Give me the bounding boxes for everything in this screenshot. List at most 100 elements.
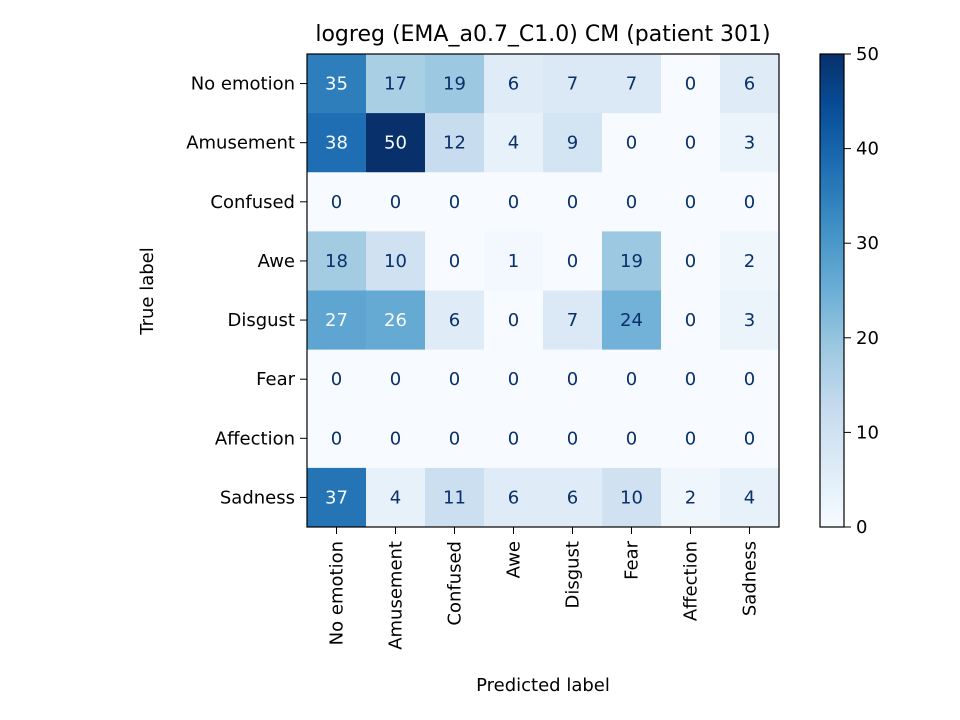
- cell-value-label: 6: [508, 74, 519, 95]
- heatmap-cell: [425, 349, 485, 410]
- heatmap-cell: [543, 467, 603, 528]
- cell-value-label: 27: [325, 310, 348, 331]
- cell-value-label: 0: [567, 369, 578, 390]
- colorbar-ticks: 0 10 20 30 40 50: [844, 44, 879, 538]
- cell-value-label: 4: [744, 487, 755, 508]
- heatmap-cell: [661, 349, 721, 410]
- heatmap-cell: [720, 54, 780, 114]
- heatmap-cell: [425, 467, 485, 528]
- heatmap-cell: [307, 290, 367, 351]
- heatmap-cell: [720, 467, 780, 528]
- cell-value-label: 0: [626, 428, 637, 449]
- y-tick-label: Confused: [210, 192, 295, 213]
- heatmap-cell: [543, 349, 603, 410]
- cell-value-label: 7: [567, 310, 578, 331]
- heatmap-cell: [720, 172, 780, 232]
- heatmap-cell: [425, 172, 485, 232]
- cell-value-label: 3: [744, 133, 755, 154]
- y-tick-label: Affection: [215, 428, 295, 449]
- cell-value-label: 0: [331, 192, 342, 213]
- heatmap-cell: [543, 113, 603, 173]
- colorbar: 0 10 20 30 40 50: [819, 44, 879, 538]
- cell-value-label: 2: [744, 251, 755, 272]
- chart-title: logreg (EMA_a0.7_C1.0) CM (patient 301): [315, 22, 770, 47]
- heatmap-cell: [484, 408, 544, 469]
- heatmap-cell: [484, 113, 544, 173]
- heatmap-cell: [307, 113, 367, 173]
- heatmap-cell: [602, 231, 662, 291]
- y-tick-label: No emotion: [191, 74, 295, 95]
- x-tick-label: Confused: [445, 541, 466, 626]
- cell-value-label: 0: [626, 192, 637, 213]
- heatmap-cell: [661, 467, 721, 528]
- heatmap-cell: [720, 290, 780, 351]
- cell-value-label: 0: [390, 192, 401, 213]
- cell-value-label: 0: [508, 369, 519, 390]
- heatmap-cell: [484, 290, 544, 351]
- heatmap-cell: [366, 54, 426, 114]
- heatmap-cell: [661, 54, 721, 114]
- x-tick-label: Fear: [622, 540, 643, 579]
- x-tick-label: No emotion: [327, 541, 348, 645]
- heatmap-cell: [602, 113, 662, 173]
- cell-value-label: 37: [325, 487, 348, 508]
- heatmap-cell: [425, 408, 485, 469]
- heatmap-cell: [366, 113, 426, 173]
- heatmap-cell: [661, 113, 721, 173]
- heatmap-cell: [661, 231, 721, 291]
- colorbar-tick-label: 10: [856, 422, 879, 443]
- heatmap-cell: [720, 408, 780, 469]
- cell-value-label: 7: [626, 74, 637, 95]
- heatmap-cells: [307, 54, 780, 528]
- cell-value-label: 1: [508, 251, 519, 272]
- heatmap-cell: [425, 290, 485, 351]
- cell-value-label: 12: [443, 133, 466, 154]
- cell-value-label: 0: [567, 428, 578, 449]
- heatmap-cell: [366, 467, 426, 528]
- cell-value-label: 0: [685, 251, 696, 272]
- cell-value-label: 0: [449, 369, 460, 390]
- x-axis-ticks: No emotion Amusement Confused Awe Disgust Fea…: [327, 527, 761, 650]
- heatmap-cell: [366, 172, 426, 232]
- heatmap-cell: [425, 113, 485, 173]
- cell-value-label: 0: [508, 310, 519, 331]
- cell-value-label: 0: [449, 428, 460, 449]
- x-tick-label: Amusement: [386, 541, 407, 650]
- heatmap-cell: [366, 349, 426, 410]
- cell-value-label: 0: [685, 133, 696, 154]
- cell-value-label: 0: [626, 369, 637, 390]
- heatmap-cell: [484, 172, 544, 232]
- heatmap-cell: [602, 172, 662, 232]
- cell-value-label: 0: [508, 428, 519, 449]
- cell-value-label: 0: [331, 428, 342, 449]
- cell-value-label: 0: [685, 369, 696, 390]
- x-tick-label: Sadness: [740, 541, 761, 616]
- heatmap-cell: [602, 467, 662, 528]
- heatmap-cell: [307, 349, 367, 410]
- cell-value-label: 24: [620, 310, 643, 331]
- cell-value-label: 38: [325, 133, 348, 154]
- cell-value-label: 19: [443, 74, 466, 95]
- cell-value-label: 0: [449, 192, 460, 213]
- cell-value-label: 18: [325, 251, 348, 272]
- cell-value-label: 0: [567, 251, 578, 272]
- cell-value-label: 0: [685, 74, 696, 95]
- colorbar-tick-label: 50: [856, 44, 879, 65]
- cell-value-label: 0: [744, 192, 755, 213]
- heatmap-cell: [307, 231, 367, 291]
- cell-value-label: 10: [620, 487, 643, 508]
- heatmap-cell: [484, 467, 544, 528]
- heatmap-cell: [484, 231, 544, 291]
- heatmap-cell: [720, 231, 780, 291]
- heatmap-cell: [307, 467, 367, 528]
- colorbar-frame: [819, 53, 845, 528]
- y-axis-label: True label: [137, 247, 158, 336]
- heatmap-cell: [484, 349, 544, 410]
- heatmap-cell: [661, 290, 721, 351]
- cell-value-label: 35: [325, 74, 348, 95]
- x-tick-label: Awe: [504, 541, 525, 578]
- colorbar-tick-label: 0: [856, 517, 867, 538]
- cell-value-label: 19: [620, 251, 643, 272]
- cell-value-label: 0: [626, 133, 637, 154]
